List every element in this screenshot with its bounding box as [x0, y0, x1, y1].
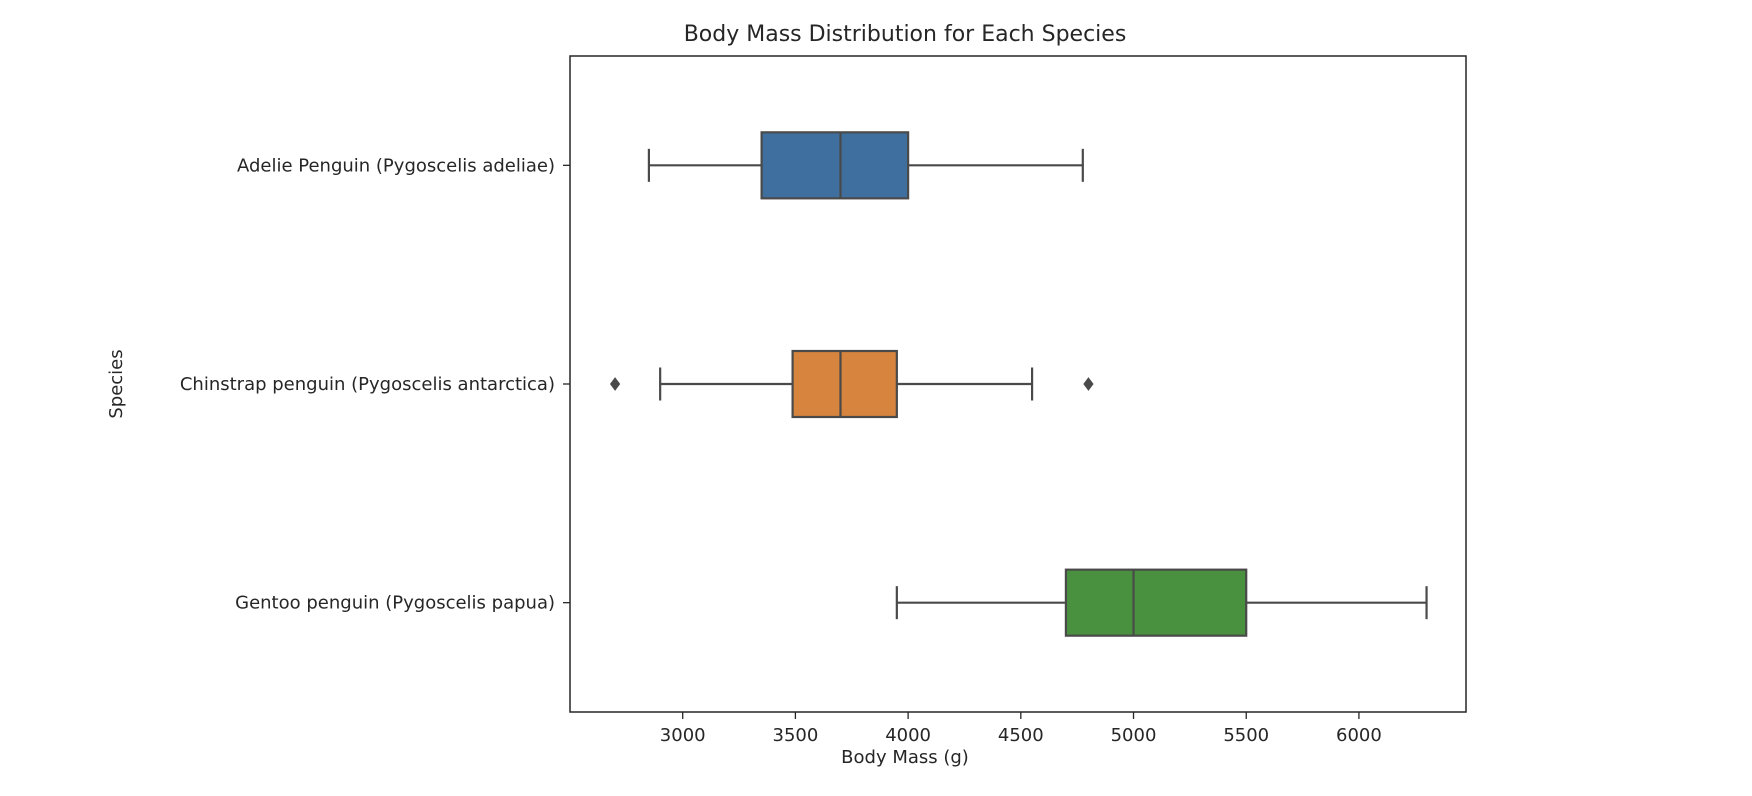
- outlier-point: [1083, 377, 1094, 391]
- x-tick-label: 5000: [1111, 725, 1157, 746]
- y-tick-label: Gentoo penguin (Pygoscelis papua): [235, 593, 555, 614]
- chart-title: Body Mass Distribution for Each Species: [684, 22, 1127, 47]
- box-iqr: [791, 349, 898, 419]
- y-tick-label: Chinstrap penguin (Pygoscelis antarctica…: [180, 374, 555, 395]
- outlier-point: [609, 377, 621, 391]
- box-iqr: [1064, 568, 1248, 637]
- x-tick-label: 5500: [1223, 725, 1269, 746]
- x-tick-label: 4500: [998, 725, 1044, 746]
- x-tick-label: 3500: [773, 725, 819, 746]
- x-tick-label: 4000: [885, 725, 931, 746]
- x-tick-label: 3000: [660, 725, 706, 746]
- box-iqr: [760, 131, 910, 200]
- y-axis-label: Species: [106, 349, 127, 418]
- x-tick-label: 6000: [1336, 725, 1382, 746]
- y-tick-label: Adelie Penguin (Pygoscelis adeliae): [237, 155, 555, 176]
- x-axis-label: Body Mass (g): [841, 747, 969, 768]
- plot-area: 3000 3500 4000 4500 5000 5500 6000 Adelie Pengu…: [180, 55, 1467, 746]
